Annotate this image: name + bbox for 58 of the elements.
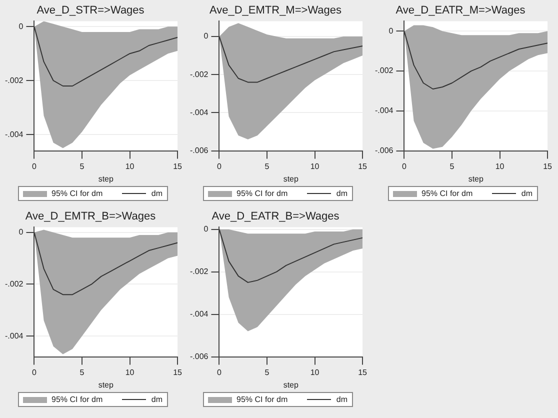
x-tick-label: 15: [358, 368, 368, 377]
y-tick-label: -.002: [375, 66, 394, 76]
x-tick-label: 5: [80, 162, 85, 171]
x-tick-label: 0: [32, 162, 38, 171]
x-tick-label: 15: [173, 162, 183, 171]
y-tick-label: -.006: [190, 146, 209, 156]
x-tick-label: 5: [264, 162, 270, 171]
text: 95% CI for dm: [52, 395, 103, 404]
y-tick-label: -.004: [5, 331, 24, 340]
y-tick-label: 0: [204, 224, 209, 234]
x-tick-label: 0: [402, 162, 408, 171]
text: 95% CI for dm: [236, 395, 288, 404]
chart-title: Ave_D_EATR_M=>Wages: [396, 4, 526, 17]
y-tick-label: -.004: [190, 108, 209, 117]
y-tick-label: 0: [388, 26, 394, 36]
x-tick-label: 5: [264, 368, 270, 377]
y-tick-label: 0: [18, 228, 24, 237]
x-tick-label: 10: [125, 368, 135, 377]
x-tick-label: 15: [543, 162, 553, 171]
legend-label: dm: [336, 395, 348, 404]
x-axis-title: step: [283, 380, 299, 390]
text: 95% CI for dm: [422, 189, 473, 198]
x-tick-label: 10: [125, 162, 135, 171]
y-tick-label: 0: [204, 32, 209, 41]
chart-title: Ave_D_STR=>Wages: [36, 4, 145, 17]
legend-label: dm: [336, 189, 348, 198]
y-tick-label: -.002: [190, 267, 209, 276]
x-tick-label: 10: [495, 162, 505, 171]
x-axis-title: step: [98, 174, 114, 184]
text: 95% CI for dm: [236, 189, 288, 198]
x-tick-label: 5: [80, 368, 85, 377]
y-tick-label: -.004: [375, 106, 394, 116]
x-axis-title: step: [283, 174, 299, 184]
x-axis-title: step: [468, 174, 484, 184]
x-tick-label: 0: [217, 368, 222, 377]
text: 95% CI for dm: [52, 189, 103, 198]
y-tick-label: -.006: [190, 352, 209, 362]
x-tick-label: 15: [358, 162, 368, 171]
chart-title: Ave_D_EMTR_M=>Wages: [209, 4, 342, 17]
y-tick-label: -.002: [190, 70, 209, 79]
x-tick-label: 10: [310, 368, 320, 377]
y-tick-label: -.004: [5, 130, 24, 139]
legend-label: dm: [151, 395, 162, 404]
legend-label: dm: [151, 189, 162, 198]
x-tick-label: 5: [450, 162, 455, 171]
x-tick-label: 0: [32, 368, 38, 377]
y-tick-label: -.002: [5, 76, 24, 85]
x-axis-title: step: [98, 380, 114, 390]
x-tick-label: 0: [217, 162, 222, 171]
chart-title: Ave_D_EMTR_B=>Wages: [25, 210, 156, 223]
y-tick-label: -.006: [375, 146, 394, 156]
y-tick-label: -.002: [5, 279, 24, 288]
x-tick-label: 10: [310, 162, 320, 171]
x-tick-label: 15: [173, 368, 183, 377]
y-tick-label: -.004: [190, 310, 209, 319]
y-tick-label: 0: [18, 22, 24, 31]
legend-label: dm: [521, 189, 532, 198]
chart-title: Ave_D_EATR_B=>Wages: [212, 210, 340, 223]
